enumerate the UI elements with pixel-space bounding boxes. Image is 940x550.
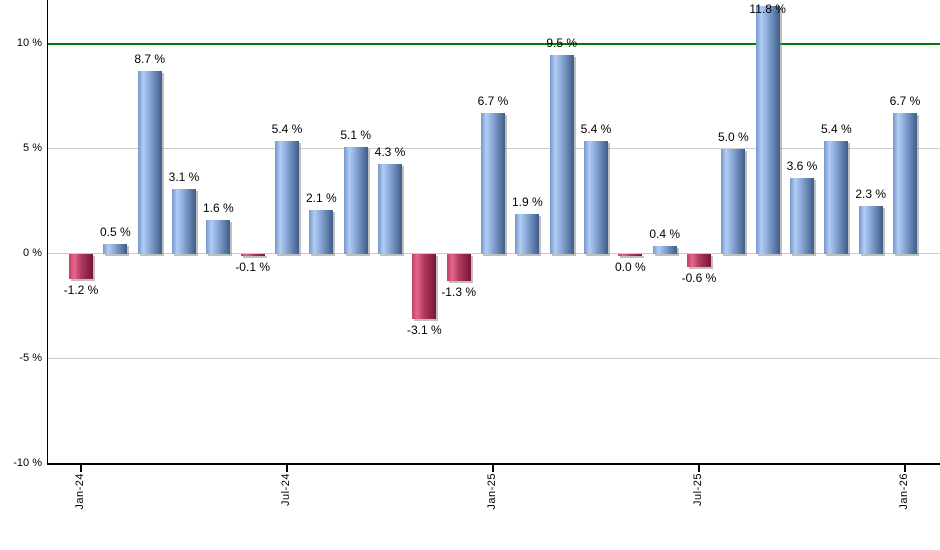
bar-value-label: 2.1 % [305,190,337,205]
x-tick-label: Jan-25 [485,473,498,510]
x-tick-label: Jul-24 [279,473,292,506]
y-tick-label: 10 % [16,37,42,49]
positive-bar [583,140,608,254]
x-tick-mark [492,464,494,472]
positive-bar [103,243,128,254]
negative-bar [686,254,711,267]
bar-value-label: -0.1 % [235,260,270,275]
bar-value-label: 6.7 % [889,94,921,109]
x-tick-mark [80,464,82,472]
bar-value-label: 5.4 % [820,121,852,136]
bar-value-label: -3.1 % [406,323,442,338]
bar-value-label: 6.7 % [477,94,509,109]
bar-value-label: 3.1 % [168,169,200,184]
negative-bar [240,254,265,257]
bar-value-label: 1.6 % [202,201,234,216]
bar-value-label: -0.6 % [681,270,717,285]
positive-bar [789,178,814,254]
x-tick-label: Jan-26 [897,473,910,510]
bar-value-label: 0.4 % [649,226,680,241]
bar-value-label: 5.0 % [717,130,749,144]
bar-value-label: 5.4 % [580,121,612,136]
positive-bar [824,140,849,254]
y-axis-line [46,0,48,465]
x-tick-label: Jan-24 [74,473,86,510]
positive-bar [515,214,540,254]
y-tick-label: 5 % [23,142,42,154]
x-tick-mark [286,464,288,472]
positive-bar [206,220,231,254]
negative-bar [618,254,643,256]
positive-bar [274,140,299,254]
x-tick-mark [904,464,906,472]
negative-bar [446,254,471,282]
negative-bar [69,254,93,280]
x-tick-label: Jul-25 [691,473,704,506]
positive-bar [343,146,368,254]
gridline [48,358,940,359]
positive-bar [377,163,402,254]
y-tick-label: 0 % [23,247,42,259]
y-tick-label: -5 % [19,352,42,364]
bar-value-label: 0.0 % [614,259,646,274]
positive-bar [755,6,780,254]
positive-bar [652,245,677,254]
positive-bar [137,71,162,254]
bar-value-label: 11.8 % [749,2,786,16]
bar-value-label: 8.7 % [134,52,165,67]
bar-value-label: 1.9 % [511,195,543,210]
bar-value-label: -1.2 % [63,283,99,298]
y-tick-label: -10 % [13,457,42,469]
positive-bar [549,54,574,254]
positive-bar [480,113,505,254]
bar-value-label: 4.3 % [374,144,406,159]
positive-bar [721,149,746,254]
bar-value-label: 0.5 % [99,224,131,239]
positive-bar [309,209,334,254]
positive-bar [858,205,883,254]
positive-bar [892,113,917,254]
bar-value-label: 5.4 % [271,121,303,136]
bar-value-label: 2.3 % [855,186,886,201]
bar-value-label: -1.3 % [441,285,476,300]
x-tick-mark [698,464,700,472]
reference-line-10pct [48,43,940,45]
negative-bar [412,254,437,320]
bar-value-label: 3.6 % [786,159,818,174]
bar-value-label: 5.1 % [340,127,371,142]
bar-value-label: 9.5 % [546,35,577,50]
positive-bar [171,188,196,254]
